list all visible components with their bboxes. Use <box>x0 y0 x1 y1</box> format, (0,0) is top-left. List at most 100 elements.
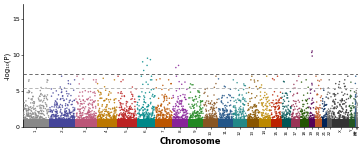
Point <box>146 112 151 114</box>
Point <box>99 111 105 113</box>
Point <box>238 99 244 102</box>
Point <box>313 111 319 113</box>
Point <box>352 106 358 108</box>
Point <box>270 117 276 119</box>
Point <box>273 114 279 117</box>
Point <box>303 100 309 102</box>
Point <box>260 102 266 104</box>
Point <box>78 112 83 114</box>
Point <box>208 116 213 119</box>
Point <box>309 117 315 119</box>
Point <box>197 106 203 109</box>
Point <box>332 106 338 108</box>
Point <box>141 98 147 101</box>
Point <box>345 118 351 120</box>
Point <box>333 82 339 85</box>
Point <box>222 114 228 116</box>
Point <box>282 92 288 94</box>
Point <box>216 108 221 110</box>
Point <box>157 117 163 119</box>
Point <box>36 110 42 113</box>
Point <box>159 109 164 112</box>
Point <box>211 115 217 117</box>
Point <box>190 111 196 113</box>
Point <box>355 103 360 105</box>
Point <box>156 117 162 119</box>
Point <box>127 108 132 110</box>
Point <box>179 103 184 105</box>
Point <box>245 118 251 120</box>
Point <box>295 118 301 121</box>
Point <box>273 112 279 114</box>
Point <box>124 106 130 108</box>
Point <box>65 80 71 82</box>
Point <box>41 105 46 108</box>
Point <box>162 107 168 110</box>
Point <box>138 75 144 77</box>
Point <box>237 111 243 114</box>
Point <box>301 111 307 114</box>
Point <box>65 115 71 117</box>
Point <box>297 110 303 113</box>
Point <box>263 112 269 114</box>
Point <box>58 91 64 94</box>
Point <box>330 110 336 113</box>
Point <box>219 100 224 102</box>
Point <box>284 93 290 95</box>
Point <box>332 102 338 104</box>
Point <box>252 118 257 120</box>
Point <box>249 118 255 120</box>
Point <box>323 115 329 117</box>
Point <box>354 101 360 104</box>
Point <box>336 110 342 113</box>
Point <box>248 116 254 118</box>
Point <box>240 98 245 100</box>
Point <box>249 116 254 119</box>
Point <box>352 114 358 116</box>
Point <box>208 102 213 104</box>
Point <box>144 64 150 67</box>
Point <box>143 113 149 115</box>
Point <box>258 102 264 104</box>
Point <box>188 116 194 119</box>
Point <box>183 116 189 119</box>
Point <box>238 114 244 116</box>
Point <box>154 114 160 116</box>
Point <box>129 93 135 95</box>
Point <box>253 118 259 120</box>
Point <box>101 115 107 117</box>
Point <box>256 116 261 119</box>
Point <box>54 118 60 120</box>
Point <box>325 87 331 89</box>
Point <box>71 99 77 102</box>
Point <box>345 116 351 118</box>
Point <box>299 111 305 113</box>
Point <box>307 117 313 120</box>
Point <box>289 115 295 117</box>
Point <box>154 110 159 113</box>
Point <box>220 110 226 112</box>
Point <box>322 116 328 118</box>
Point <box>253 116 259 118</box>
Point <box>217 116 223 118</box>
Point <box>111 98 117 101</box>
Point <box>85 112 90 115</box>
Point <box>119 114 125 116</box>
Point <box>307 112 313 115</box>
Point <box>29 113 35 115</box>
Point <box>319 116 325 119</box>
Point <box>119 113 125 116</box>
Point <box>24 111 29 113</box>
Point <box>133 114 139 116</box>
Point <box>153 107 159 110</box>
Point <box>234 81 240 84</box>
Point <box>269 106 274 108</box>
Point <box>342 85 347 88</box>
Point <box>80 78 86 80</box>
Point <box>284 97 290 99</box>
Point <box>307 117 313 119</box>
Point <box>209 117 215 120</box>
Point <box>325 113 331 115</box>
Point <box>278 91 284 93</box>
Point <box>161 96 167 99</box>
